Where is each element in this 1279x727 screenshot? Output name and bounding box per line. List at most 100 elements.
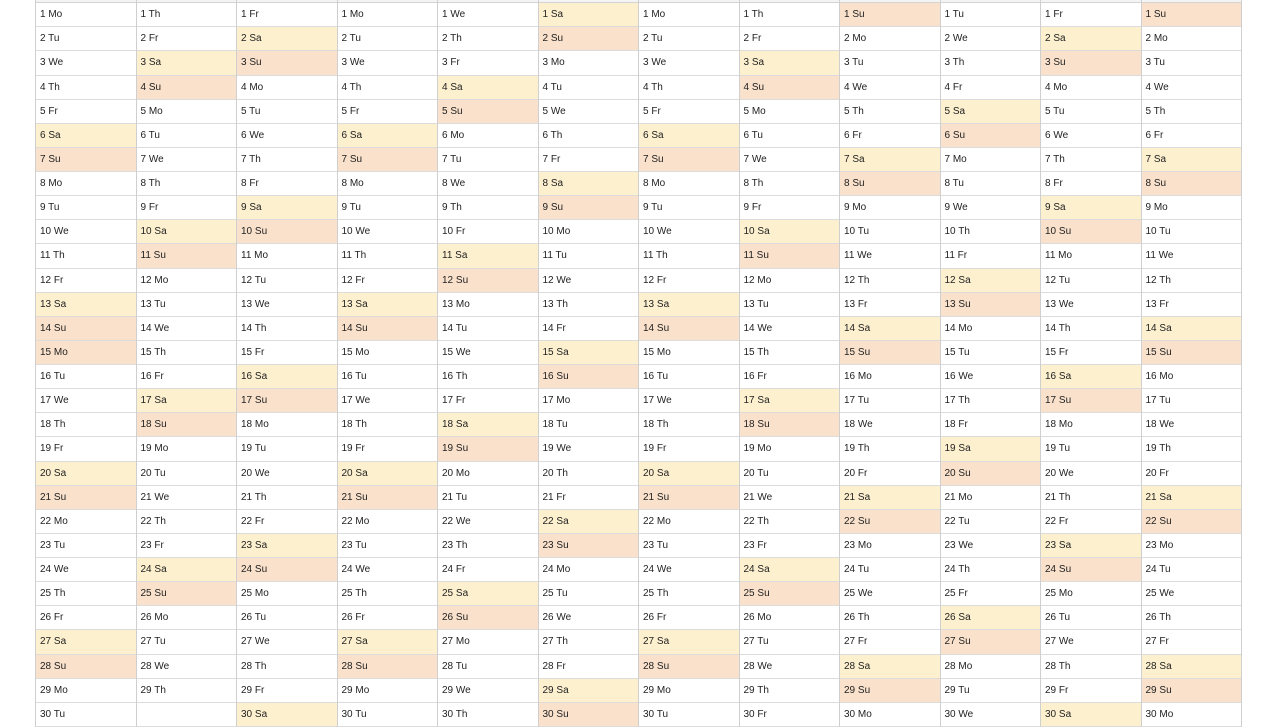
day-cell: 15 Tu <box>940 341 1040 365</box>
day-cell: 26 Mo <box>739 606 839 631</box>
day-cell: 26 Sa <box>940 606 1040 631</box>
day-cell: 4 Th <box>36 76 136 100</box>
day-cell: 5 Mo <box>136 100 236 124</box>
day-cell: 20 We <box>1041 462 1141 486</box>
day-cell: 8 Th <box>136 172 236 197</box>
empty-cell <box>136 703 236 727</box>
day-cell: 28 Tu <box>438 655 538 679</box>
day-cell: 8 We <box>438 172 538 197</box>
day-cell: 29 Tu <box>940 679 1040 703</box>
day-cell: 30 We <box>940 703 1040 727</box>
day-cell: 12 Fr <box>639 269 739 293</box>
month-header <box>538 0 638 4</box>
month-column: 1 We 2 Th 3 Fr 4 Sa 5 Su 6 Mo 7 Tu 8 We 9 Th 10 F… <box>438 0 539 727</box>
day-cell: 9 Mo <box>1141 196 1241 221</box>
month-header <box>1141 0 1241 4</box>
day-cell: 9 Tu <box>36 196 136 221</box>
day-cell: 24 Su <box>237 558 337 583</box>
day-cell: 24 We <box>36 558 136 583</box>
day-cell: 25 Th <box>639 582 739 607</box>
day-cell: 17 Sa <box>136 389 236 414</box>
day-cell: 23 Mo <box>840 534 940 558</box>
day-cell: 6 We <box>237 124 337 148</box>
day-cell: 16 Sa <box>237 365 337 390</box>
day-cell: 25 Sa <box>438 582 538 607</box>
day-cell: 20 Fr <box>840 462 940 486</box>
day-cell: 11 Su <box>739 244 839 269</box>
day-cell: 12 Tu <box>237 269 337 293</box>
day-cell: 2 Mo <box>840 27 940 52</box>
day-cell: 7 Sa <box>840 147 940 172</box>
day-cell: 8 Fr <box>237 172 337 197</box>
day-cell: 9 Th <box>438 196 538 221</box>
day-cell: 6 Tu <box>136 124 236 148</box>
day-cell: 22 We <box>438 510 538 534</box>
day-cell: 27 Sa <box>337 630 437 655</box>
day-cell: 2 Fr <box>739 27 839 52</box>
day-cell: 20 Fr <box>1141 462 1241 486</box>
day-cell: 5 Mo <box>739 100 839 124</box>
day-cell: 20 Sa <box>639 461 739 486</box>
day-cell: 15 Mo <box>639 341 739 365</box>
day-cell: 17 Tu <box>840 389 940 414</box>
day-cell: 5 We <box>538 100 638 124</box>
day-cell: 12 Mo <box>136 269 236 293</box>
month-column: 1 Mo 2 Tu 3 We 4 Th 5 Fr 6 Sa 7 Su 8 Mo 9 Tu 10 W… <box>639 0 740 727</box>
day-cell: 12 Tu <box>1041 269 1141 293</box>
day-cell: 13 Tu <box>739 293 839 317</box>
day-cell: 7 Su <box>337 147 437 172</box>
day-cell: 26 Mo <box>136 606 236 631</box>
day-cell: 18 We <box>840 413 940 438</box>
day-cell: 2 Tu <box>639 27 739 52</box>
day-cell: 7 Sa <box>1141 147 1241 172</box>
day-cell: 25 We <box>1141 582 1241 607</box>
day-cell: 21 Fr <box>538 486 638 510</box>
day-cell: 9 Mo <box>840 196 940 221</box>
day-cell: 23 Tu <box>639 534 739 558</box>
day-cell: 30 Sa <box>1041 702 1141 727</box>
day-cell: 25 Th <box>36 582 136 607</box>
day-cell: 10 Su <box>237 220 337 245</box>
day-cell: 3 Tu <box>1141 51 1241 76</box>
day-cell: 19 Mo <box>739 437 839 462</box>
day-cell: 13 Th <box>538 293 638 317</box>
day-cell: 11 Th <box>337 244 437 269</box>
day-cell: 4 We <box>840 76 940 100</box>
day-cell: 10 We <box>639 220 739 245</box>
day-cell: 11 Mo <box>237 244 337 269</box>
day-cell: 12 We <box>538 269 638 293</box>
day-cell: 2 Tu <box>36 27 136 52</box>
day-cell: 26 Tu <box>237 606 337 631</box>
month-header <box>639 0 739 4</box>
month-header <box>438 0 538 4</box>
day-cell: 10 Tu <box>840 220 940 245</box>
day-cell: 30 Tu <box>36 703 136 727</box>
day-cell: 28 We <box>136 655 236 679</box>
day-cell: 22 Th <box>136 510 236 534</box>
day-cell: 19 Mo <box>136 437 236 462</box>
day-cell: 1 Mo <box>639 3 739 28</box>
day-cell: 2 Sa <box>1041 27 1141 52</box>
day-cell: 23 Fr <box>136 534 236 558</box>
day-cell: 15 Fr <box>237 341 337 365</box>
day-cell: 30 Fr <box>739 703 839 727</box>
day-cell: 5 Tu <box>1041 100 1141 124</box>
day-cell: 7 Th <box>1041 148 1141 172</box>
day-cell: 25 Mo <box>1041 582 1141 607</box>
day-cell: 1 Th <box>136 3 236 28</box>
day-cell: 18 Th <box>337 413 437 438</box>
day-cell: 15 Th <box>739 341 839 365</box>
day-cell: 25 We <box>840 582 940 607</box>
day-cell: 24 Mo <box>538 558 638 583</box>
day-cell: 5 Sa <box>940 99 1040 124</box>
day-cell: 1 Su <box>840 3 940 28</box>
day-cell: 5 Fr <box>639 100 739 124</box>
day-cell: 13 Fr <box>1141 293 1241 317</box>
day-cell: 3 Sa <box>739 51 839 76</box>
day-cell: 7 Tu <box>438 148 538 172</box>
month-column: 1 Mo 2 Tu 3 We 4 Th 5 Fr 6 Sa 7 Su 8 Mo 9 Tu 10 W… <box>337 0 438 727</box>
day-cell: 15 Mo <box>337 341 437 365</box>
day-cell: 4 Mo <box>237 76 337 100</box>
month-header <box>840 0 940 4</box>
day-cell: 28 Su <box>337 654 437 679</box>
